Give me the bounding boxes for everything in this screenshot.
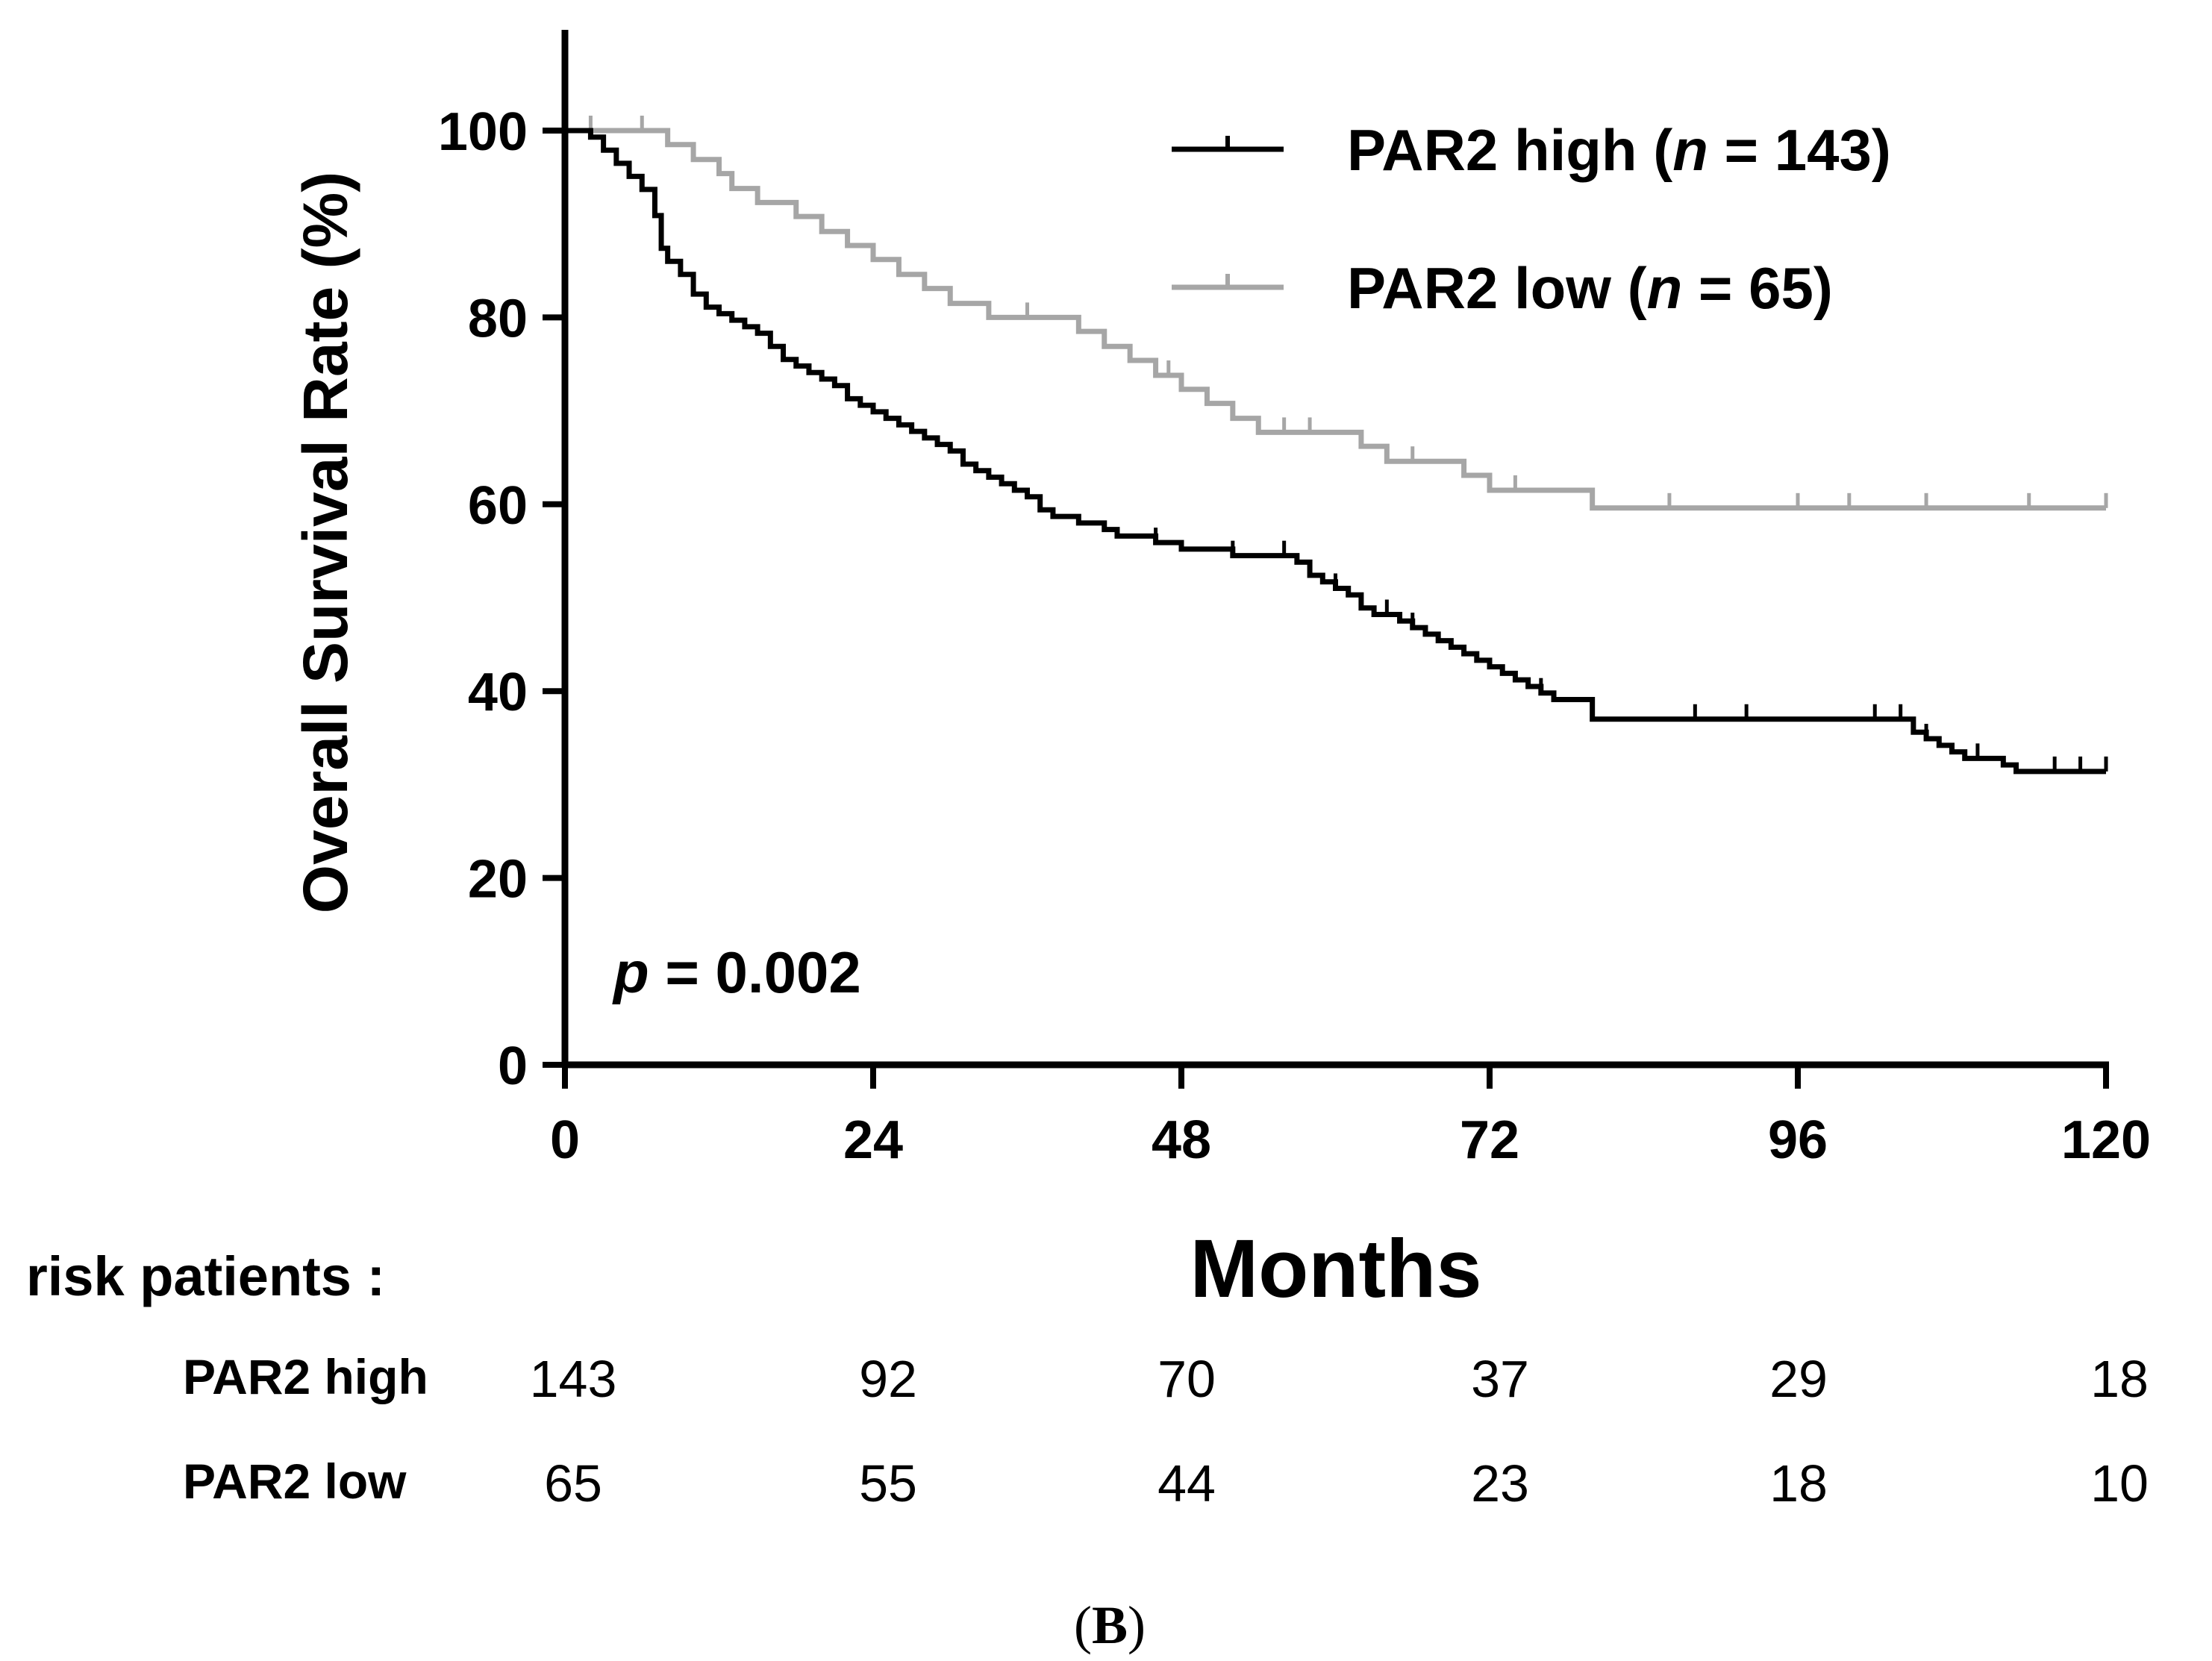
risk-value-high-0: 143 <box>530 1350 617 1408</box>
y-tick-label-100: 100 <box>438 102 528 162</box>
risk-value-high-2: 70 <box>1157 1350 1216 1408</box>
x-tick-label-72: 72 <box>1460 1110 1519 1170</box>
risk-table-header: risk patients : <box>26 1245 385 1307</box>
y-tick-label-20: 20 <box>468 850 528 910</box>
risk-value-low-0: 65 <box>544 1454 602 1513</box>
risk-value-low-5: 10 <box>2090 1454 2149 1513</box>
risk-value-low-4: 18 <box>1769 1454 1828 1513</box>
legend: PAR2 high (n = 143) PAR2 low (n = 65) <box>1172 117 1891 321</box>
risk-value-low-2: 44 <box>1157 1454 1216 1513</box>
legend-item-high: PAR2 high (n = 143) <box>1172 117 1891 183</box>
risk-table: risk patients : PAR2 high PAR2 low 143 92… <box>26 1245 2149 1513</box>
risk-value-high-4: 29 <box>1769 1350 1828 1408</box>
survival-curve-low <box>565 128 2106 511</box>
panel-label: (B) <box>1074 1595 1146 1655</box>
legend-item-low: PAR2 low (n = 65) <box>1172 255 1833 321</box>
risk-value-high-5: 18 <box>2090 1350 2149 1408</box>
risk-value-high-3: 37 <box>1471 1350 1529 1408</box>
x-tick-label-24: 24 <box>843 1110 903 1170</box>
y-axis-title: Overall Survival Rate (%) <box>290 172 360 913</box>
x-tick-label-48: 48 <box>1152 1110 1211 1170</box>
legend-label-low: PAR2 low (n = 65) <box>1347 255 1833 321</box>
y-tick-label-80: 80 <box>468 289 528 348</box>
risk-value-low-1: 55 <box>859 1454 917 1513</box>
x-tick-label-0: 0 <box>550 1110 580 1170</box>
legend-label-high: PAR2 high (n = 143) <box>1347 117 1891 183</box>
plot-area: 0 20 40 60 80 100 0 24 48 72 96 120 <box>438 30 2151 1170</box>
y-tick-label-60: 60 <box>468 476 528 536</box>
risk-value-high-1: 92 <box>859 1350 917 1408</box>
x-tick-label-96: 96 <box>1768 1110 1828 1170</box>
x-tick-label-120: 120 <box>2061 1110 2151 1170</box>
survival-curve-high <box>565 128 2106 775</box>
risk-value-low-3: 23 <box>1471 1454 1529 1513</box>
risk-values: 143 92 70 37 29 18 65 55 44 23 18 10 <box>530 1350 2149 1513</box>
x-axis-title: Months <box>1190 1223 1481 1315</box>
y-tick-label-40: 40 <box>468 663 528 722</box>
p-value-annotation: p = 0.002 <box>612 939 861 1005</box>
y-tick-label-0: 0 <box>498 1036 528 1096</box>
risk-row-label-low: PAR2 low <box>183 1454 407 1509</box>
risk-row-label-high: PAR2 high <box>183 1349 428 1404</box>
